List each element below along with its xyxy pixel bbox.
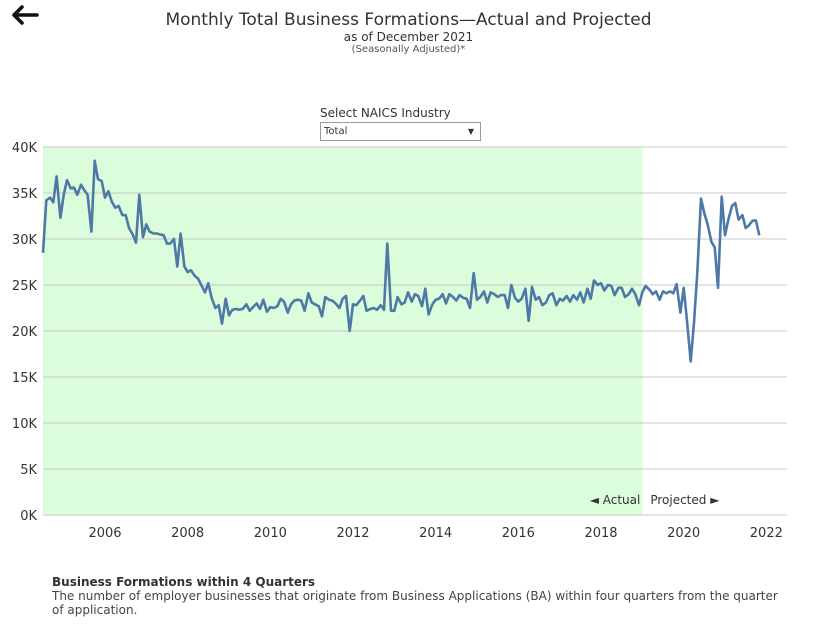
footer-title: Business Formations within 4 Quarters [52, 575, 316, 589]
back-button[interactable] [10, 4, 40, 26]
y-tick-label: 35K [12, 187, 38, 202]
footer: Business Formations within 4 Quarters Th… [52, 575, 792, 617]
chart-subnote: (Seasonally Adjusted)* [351, 44, 466, 55]
x-tick-label: 2016 [502, 526, 535, 541]
selector-label: Select NAICS Industry [320, 106, 451, 120]
title-block: Monthly Total Business Formations—Actual… [0, 10, 817, 55]
series-line [41, 159, 761, 363]
chart-title: Monthly Total Business Formations—Actual… [165, 10, 652, 30]
y-tick-label: 15K [12, 371, 38, 386]
x-tick-label: 2010 [254, 526, 287, 541]
x-tick-label: 2012 [336, 526, 369, 541]
caret-down-icon: ▼ [467, 127, 474, 136]
chart-subtitle: as of December 2021 [343, 30, 474, 44]
actual-annotation: ◄ Actual [590, 493, 641, 507]
y-tick-label: 5K [20, 463, 37, 478]
y-tick-label: 30K [12, 233, 38, 248]
y-tick-label: 0K [20, 509, 37, 524]
business-formations-chart: 0K 5K 10K 15K 20K 25K 30K 35K 40K 2006 2008 2010 201… [12, 141, 787, 541]
y-tick-label: 40K [12, 141, 38, 156]
arrow-left-icon [12, 5, 39, 25]
x-tick-label: 2014 [419, 526, 452, 541]
x-tick-label: 2018 [584, 526, 617, 541]
x-tick-label: 2020 [667, 526, 700, 541]
y-tick-label: 20K [12, 325, 38, 340]
y-tick-label: 25K [12, 279, 38, 294]
dropdown-value: Total [324, 126, 348, 137]
naics-industry-dropdown[interactable]: Total ▼ [320, 122, 481, 141]
projected-annotation: Projected ► [650, 493, 720, 507]
x-tick-label: 2022 [750, 526, 783, 541]
x-tick-label: 2006 [88, 526, 121, 541]
x-tick-label: 2008 [171, 526, 204, 541]
industry-selector: Select NAICS Industry Total ▼ [320, 106, 481, 141]
footer-description: The number of employer businesses that o… [52, 589, 778, 617]
y-tick-label: 10K [12, 417, 38, 432]
